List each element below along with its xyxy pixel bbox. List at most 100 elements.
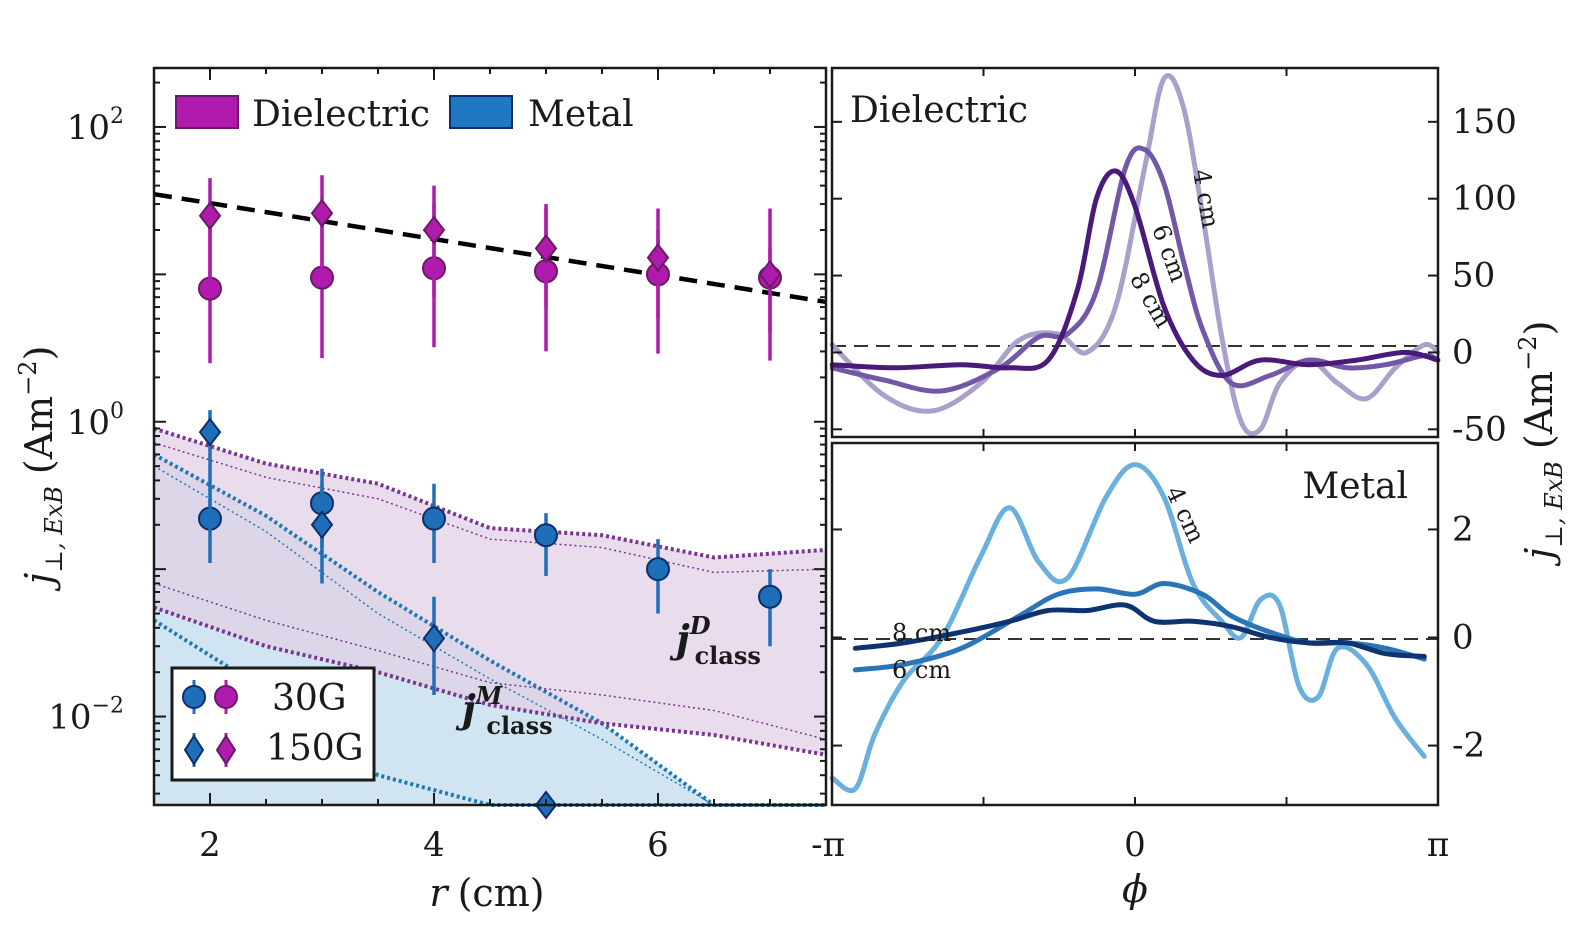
right-bottom-ticks: [830, 443, 1440, 805]
legend-material: Dielectric Metal: [175, 94, 634, 135]
y-label-unit: (Am: [17, 396, 61, 474]
metal-panel-title: Metal: [1302, 466, 1408, 507]
y-tick-label: 2: [1452, 509, 1474, 549]
j-class-m-sup: M: [475, 681, 504, 710]
dielectric-150g-point: [198, 201, 222, 231]
y-tick-base: 10: [67, 403, 110, 443]
metal-30g-point: [758, 584, 782, 609]
left-ticks: [153, 68, 826, 805]
y-label-close: ): [17, 346, 61, 361]
metal-6cm-label: 6 cm: [892, 656, 951, 684]
ry-main: j: [1517, 547, 1561, 566]
curve-4-cm: [829, 462, 1427, 793]
right-top-ticks: [830, 68, 1440, 437]
metal-4cm-label: 4 cm: [1160, 482, 1210, 548]
fit-line-group: [153, 191, 827, 305]
r-symbol: r: [429, 871, 450, 915]
left-y-axis-label: j⊥, ExB (Am−2): [14, 346, 68, 592]
right-bottom-y-tick-labels: -2 0 2: [1452, 509, 1485, 765]
right-bottom-x-tick-labels: -π 0 π: [811, 825, 1449, 865]
dielectric-band-lower-edge: [153, 605, 827, 757]
legend-dielectric-label: Dielectric: [252, 94, 430, 135]
legend-field: 30G 150G: [170, 666, 376, 782]
x-tick-label: 2: [199, 825, 221, 865]
curve-8-cm: [829, 168, 1441, 378]
y-tick-label: 150: [1452, 102, 1517, 142]
y-tick-label: 10−2: [48, 694, 124, 738]
ry-close: ): [1517, 321, 1561, 336]
phi-tick-label: 0: [1124, 825, 1146, 865]
metal-30g-point: [646, 557, 670, 582]
dielectric-band-lower-inner: [153, 582, 827, 741]
metal-150g-point: [198, 417, 222, 447]
dielectric-curves: [829, 73, 1441, 437]
y-label-sub: ⊥, ExB: [40, 486, 68, 573]
metal-30g-point: [534, 523, 558, 548]
phi-tick-label: π: [1427, 825, 1449, 865]
legend-30g-metal-marker: [182, 685, 206, 709]
diel-4cm-label: 4 cm: [1187, 167, 1225, 230]
legend-150g-label: 150G: [266, 728, 363, 769]
legend-30g-label: 30G: [272, 678, 347, 719]
y-tick-label: 0: [1452, 332, 1474, 372]
phi-axis-label: ϕ: [1122, 867, 1148, 911]
j-class-d-sub: class: [695, 641, 761, 670]
dielectric-150g-point: [422, 215, 446, 245]
legend-dielectric-swatch: [175, 95, 239, 129]
x-tick-label: 4: [423, 825, 445, 865]
metal-30g-point: [422, 506, 446, 531]
legend-metal-swatch: [449, 95, 513, 129]
curve-4-cm: [829, 73, 1441, 437]
dielectric-band-upper-inner: [153, 442, 827, 574]
dielectric-panel-title: Dielectric: [850, 90, 1028, 131]
y-tick-label: 102: [67, 104, 124, 148]
dielectric-150g-point: [534, 233, 558, 264]
right-y-axis-label: j⊥, ExB (Am−2): [1514, 321, 1568, 567]
y-label-main: j: [17, 572, 61, 591]
y-tick-label: 100: [67, 399, 124, 443]
dielectric-150g-point: [646, 242, 670, 273]
y-label-exp: −2: [14, 360, 42, 395]
metal-8cm-label: 8 cm: [892, 619, 951, 647]
x-tick-label: 6: [647, 825, 669, 865]
metal-150g-point: [422, 623, 446, 653]
y-tick-label: 0: [1452, 618, 1474, 658]
y-tick-label: -2: [1452, 726, 1485, 766]
curve-6-cm: [829, 145, 1441, 394]
ry-sub: ⊥, ExB: [1540, 461, 1568, 548]
left-x-axis-label: r (cm): [429, 871, 544, 915]
phi-tick-label: -π: [811, 825, 845, 865]
ry-unit: (Am: [1517, 371, 1561, 449]
data-points: [198, 175, 782, 820]
dielectric-150g-point: [758, 259, 782, 290]
y-tick-base: 10: [67, 108, 110, 148]
r-unit: (cm): [458, 871, 545, 915]
power-law-fit-line: [153, 191, 827, 305]
metal-curves: [829, 462, 1427, 793]
y-tick-label: 50: [1452, 256, 1495, 296]
legend-30g-diel-marker: [214, 685, 238, 709]
y-tick-label: -50: [1452, 409, 1507, 449]
y-tick-exp: 0: [110, 399, 124, 424]
legend-metal-label: Metal: [528, 94, 634, 135]
dielectric-band-upper-edge: [153, 426, 827, 560]
legend-150g-diel-marker: [215, 734, 237, 766]
metal-150g-point: [310, 510, 334, 540]
y-tick-base: 10: [48, 698, 91, 738]
y-tick-exp: −2: [92, 694, 124, 719]
right-top-y-tick-labels: -50 0 50 100 150: [1452, 102, 1517, 450]
y-tick-label: 100: [1452, 179, 1517, 219]
legend-150g-metal-marker: [183, 734, 205, 766]
j-class-m-sub: class: [486, 711, 552, 740]
curve-8-cm: [852, 602, 1427, 659]
left-x-tick-labels: 2 4 6: [199, 825, 669, 865]
ry-exp: −2: [1514, 335, 1542, 370]
dielectric-150g-point: [310, 198, 334, 228]
j-class-d-sup: D: [689, 611, 711, 640]
y-tick-exp: 2: [110, 104, 124, 129]
legend-field-box: [170, 666, 376, 782]
